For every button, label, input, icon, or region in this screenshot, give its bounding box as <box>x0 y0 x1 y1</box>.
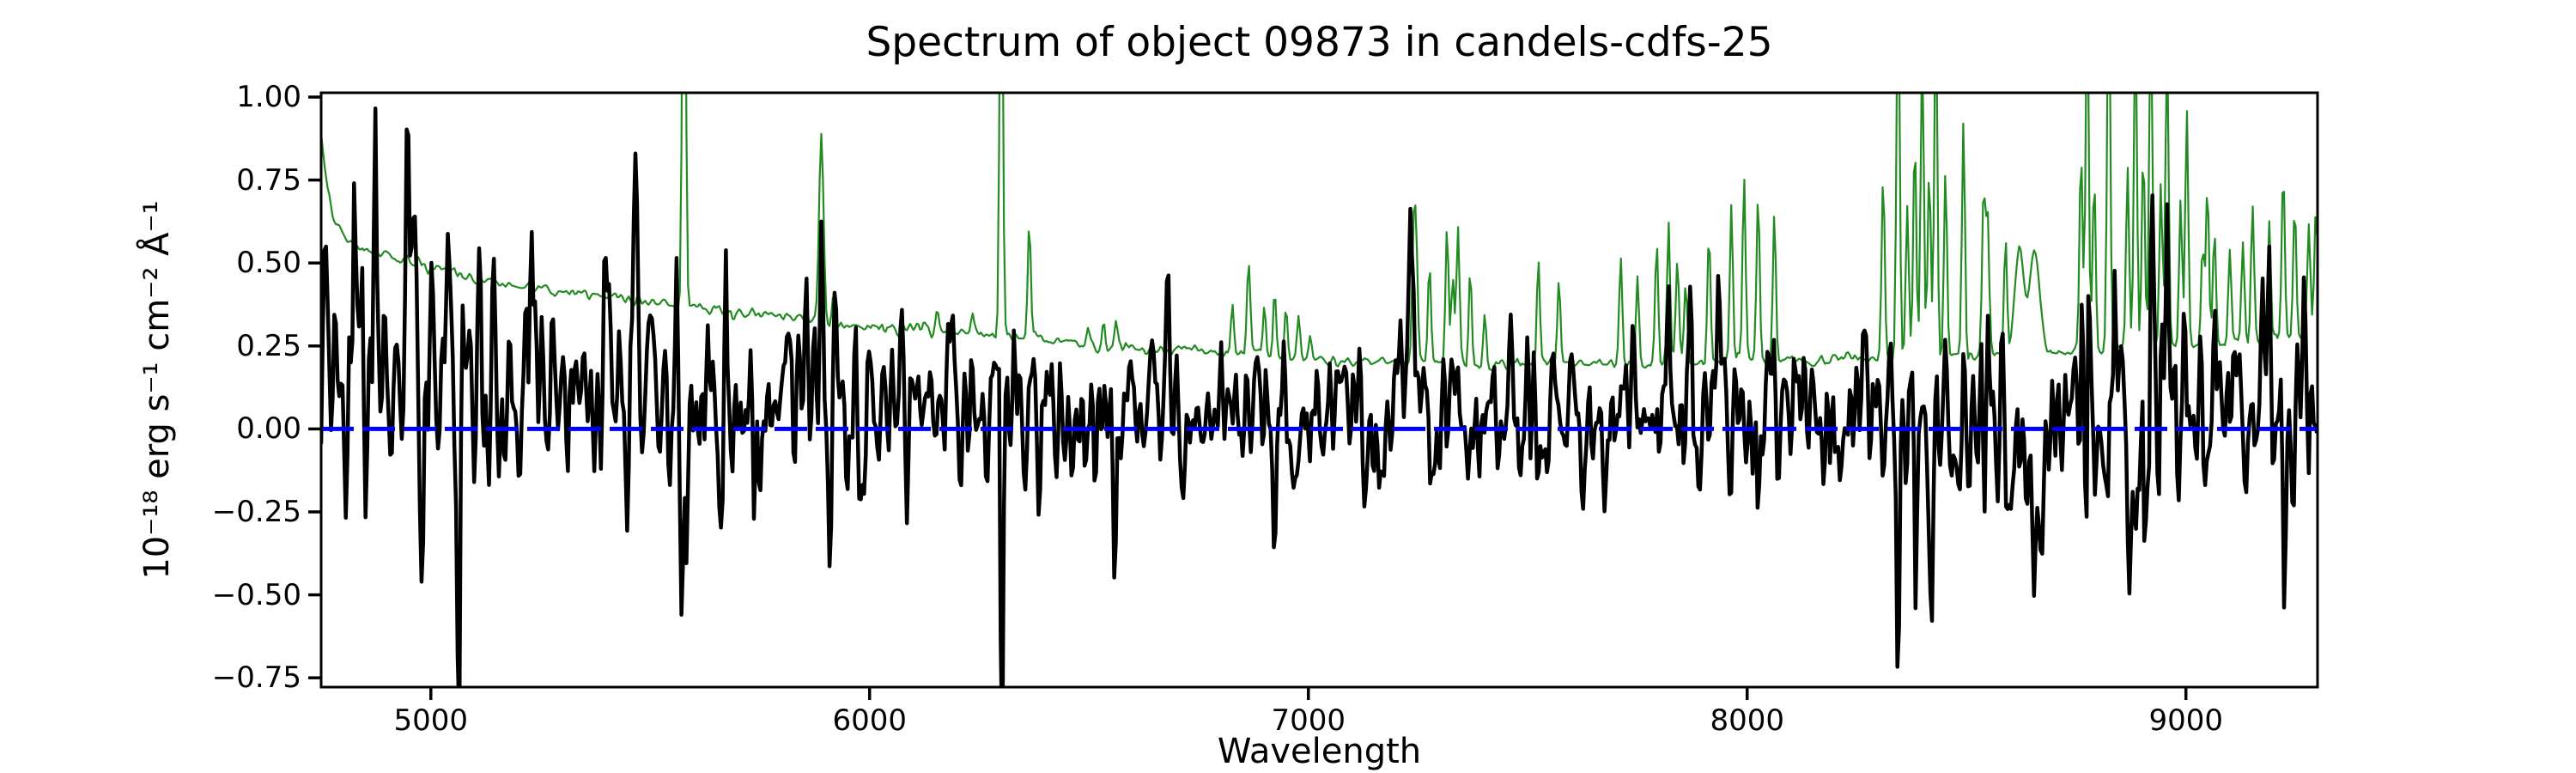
sky-noise-spectrum-line <box>321 93 2318 371</box>
plot-frame <box>319 91 2319 689</box>
y-tick-label--0.75: −0.75 <box>211 660 301 696</box>
y-tick-label-0.75: 0.75 <box>236 162 301 198</box>
y-tick-label-1: 1.00 <box>236 80 301 115</box>
y-tick-label--0.5: −0.50 <box>211 577 301 612</box>
x-tick-label-9000: 9000 <box>2148 703 2223 738</box>
x-tick-label-7000: 7000 <box>1271 703 1346 738</box>
x-tick-label-6000: 6000 <box>832 703 907 738</box>
y-tick-label-0.25: 0.25 <box>236 328 301 363</box>
object-flux-spectrum-line <box>321 106 2318 687</box>
x-axis-label: Wavelength <box>1217 732 1422 771</box>
chart-title: Spectrum of object 09873 in candels-cdfs… <box>866 19 1773 66</box>
x-tick-label-8000: 8000 <box>1710 703 1784 738</box>
y-tick-label--0.25: −0.25 <box>211 494 301 529</box>
x-tick-label-5000: 5000 <box>393 703 468 738</box>
y-tick-label-0.5: 0.50 <box>236 246 301 281</box>
y-tick-label-0: 0.00 <box>236 411 301 447</box>
